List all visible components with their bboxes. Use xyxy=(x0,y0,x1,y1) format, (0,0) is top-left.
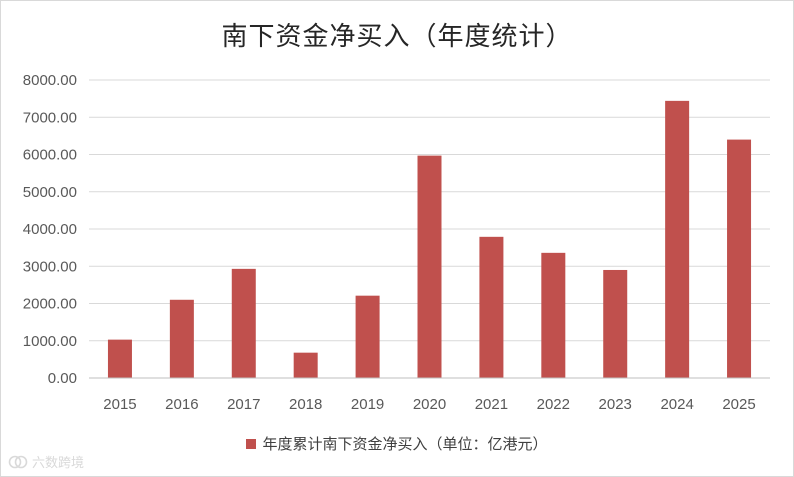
bars xyxy=(107,100,752,379)
x-tick-label: 2018 xyxy=(289,396,322,413)
x-tick-label: 2019 xyxy=(351,396,384,413)
x-tick-label: 2023 xyxy=(599,396,632,413)
y-tick-label: 5000.00 xyxy=(23,184,77,201)
bar-2020 xyxy=(417,155,442,378)
bar-2025 xyxy=(727,139,752,378)
bar-2015 xyxy=(107,339,132,378)
bar-2021 xyxy=(479,236,504,378)
bar-2017 xyxy=(231,268,256,378)
x-tick-label: 2020 xyxy=(413,396,446,413)
legend-label: 年度累计南下资金净买入（单位：亿港元） xyxy=(262,435,548,453)
y-tick-label: 0.00 xyxy=(48,370,77,387)
y-axis-ticks: 0.00 1000.00 2000.00 3000.00 4000.00 5000.00 6… xyxy=(23,72,77,387)
y-tick-label: 8000.00 xyxy=(23,72,77,89)
bar-2023 xyxy=(603,269,628,378)
bar-2018 xyxy=(293,352,318,378)
watermark-text: 六数跨境 xyxy=(32,456,85,471)
chart-title: 南下资金净买入（年度统计） xyxy=(221,22,573,52)
x-tick-label: 2025 xyxy=(722,396,755,413)
y-tick-label: 1000.00 xyxy=(23,333,77,350)
y-tick-label: 7000.00 xyxy=(23,109,77,126)
x-tick-label: 2022 xyxy=(537,396,570,413)
watermark: 六数跨境 xyxy=(8,452,84,471)
y-tick-label: 2000.00 xyxy=(23,296,77,313)
x-tick-label: 2015 xyxy=(103,396,136,413)
legend: 年度累计南下资金净买入（单位：亿港元） xyxy=(0,433,794,454)
bar-2022 xyxy=(541,252,566,378)
x-tick-label: 2021 xyxy=(475,396,508,413)
x-axis-ticks: 2015 2016 2017 2018 2019 2020 2021 2022 2023 2024… xyxy=(103,396,755,413)
bar-2019 xyxy=(355,295,380,378)
y-tick-label: 6000.00 xyxy=(23,147,77,164)
x-tick-label: 2024 xyxy=(660,396,693,413)
logo-icon xyxy=(8,455,28,469)
bar-2024 xyxy=(665,100,690,379)
bar-2016 xyxy=(169,299,194,378)
y-tick-label: 3000.00 xyxy=(23,258,77,275)
legend-swatch xyxy=(246,438,257,449)
x-tick-label: 2016 xyxy=(165,396,198,413)
y-tick-label: 4000.00 xyxy=(23,221,77,238)
x-tick-label: 2017 xyxy=(227,396,260,413)
